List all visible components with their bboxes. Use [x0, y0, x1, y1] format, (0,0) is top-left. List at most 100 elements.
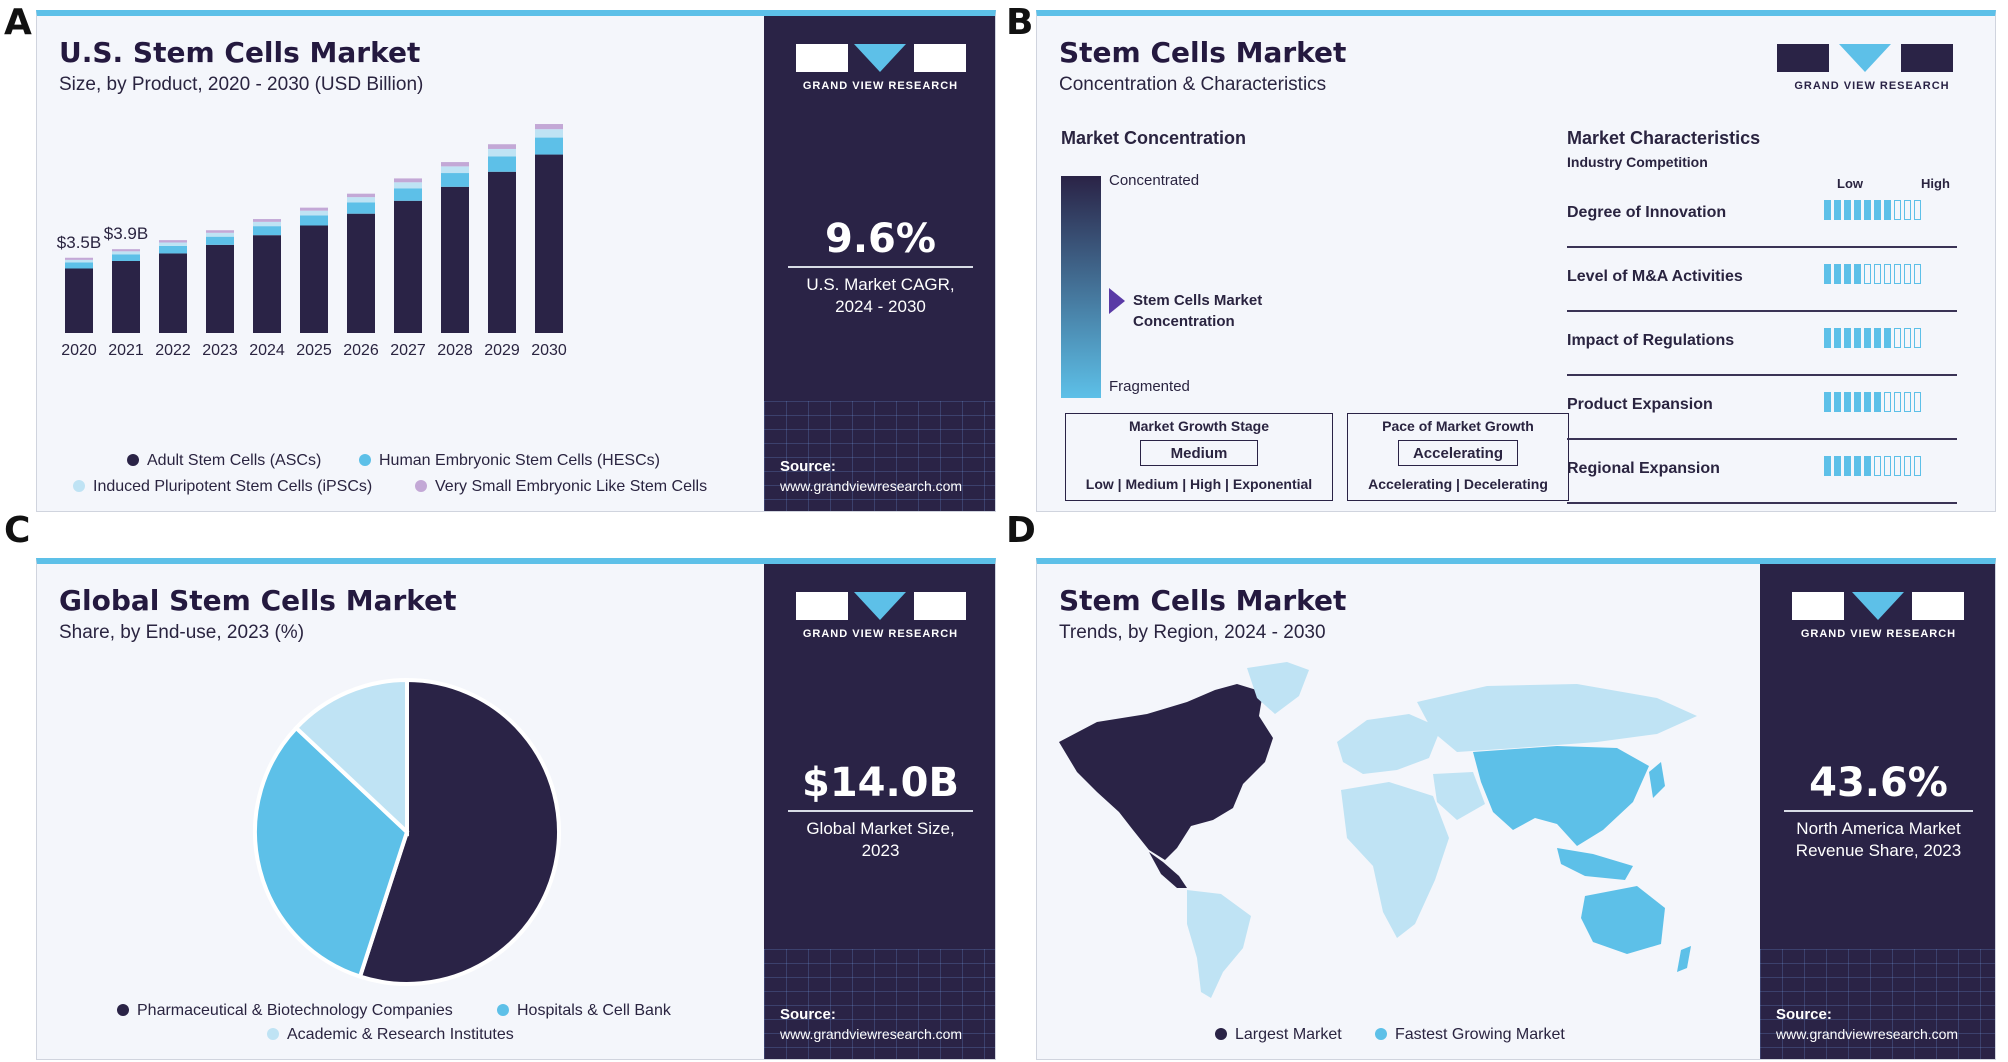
x-tick-label: 2027	[390, 342, 426, 359]
level-segment	[1834, 200, 1841, 220]
brand-logo: GRAND VIEW RESEARCH	[1760, 584, 1995, 644]
bar-segment	[300, 210, 328, 216]
legend-item-hospitals: Hospitals & Cell Bank	[497, 1002, 671, 1020]
level-segment	[1824, 456, 1831, 476]
level-segment	[1864, 392, 1871, 412]
level-segment	[1834, 392, 1841, 412]
level-segment	[1864, 264, 1871, 284]
characteristic-label: Product Expansion	[1567, 396, 1713, 413]
panel-label-d: D	[1006, 510, 1036, 551]
bar-segment	[535, 129, 563, 138]
panel-label-c: C	[4, 510, 31, 551]
bar-segment	[300, 207, 328, 211]
page-title: Stem Cells Market	[1059, 36, 1347, 69]
level-segment	[1884, 328, 1891, 348]
source-link[interactable]: www.grandviewresearch.com	[1776, 1026, 1959, 1042]
legend-label: Academic & Research Institutes	[287, 1026, 514, 1043]
region-north-asia	[1417, 684, 1697, 752]
bar-segment	[347, 197, 375, 203]
bar-segment	[65, 268, 93, 333]
level-segment	[1914, 392, 1921, 412]
bar-segment	[112, 254, 140, 261]
bar-segment	[112, 251, 140, 255]
characteristic-label: Level of M&A Activities	[1567, 268, 1743, 285]
stat-caption-2: 2023	[861, 841, 900, 860]
x-tick-label: 2030	[531, 342, 567, 359]
level-segment	[1874, 392, 1881, 412]
region-europe	[1337, 714, 1441, 774]
brand-name: GRAND VIEW RESEARCH	[802, 628, 959, 640]
level-indicator	[1824, 392, 1924, 417]
level-segment	[1914, 264, 1921, 284]
bar-segment	[206, 244, 234, 333]
legend-label: Induced Pluripotent Stem Cells (iPSCs)	[93, 478, 373, 495]
x-tick-label: 2028	[437, 342, 473, 359]
legend-dot	[497, 1004, 509, 1016]
level-segment	[1824, 200, 1831, 220]
marker-label-1: Stem Cells Market	[1133, 292, 1263, 309]
level-indicator	[1824, 456, 1924, 481]
level-segment	[1874, 200, 1881, 220]
x-tick-label: 2024	[249, 342, 285, 359]
region-south-america	[1187, 890, 1251, 998]
stat-value: 43.6%	[1809, 760, 1948, 806]
divider	[788, 266, 973, 268]
level-segment	[1884, 392, 1891, 412]
bar-segment	[488, 144, 516, 149]
bar-segment	[159, 245, 187, 254]
page-title: Global Stem Cells Market	[59, 584, 457, 617]
bar-segment	[112, 260, 140, 333]
characteristic-row: Level of M&A Activities	[1567, 264, 1957, 312]
level-segment	[1874, 456, 1881, 476]
characteristic-label: Regional Expansion	[1567, 460, 1720, 477]
region-australia	[1581, 886, 1665, 954]
bar-segment	[535, 124, 563, 130]
stat-sidebar: GRAND VIEW RESEARCH $14.0B Global Market…	[764, 564, 995, 1059]
level-segment	[1854, 456, 1861, 476]
bar-segment	[159, 240, 187, 243]
region-central-america	[1149, 852, 1187, 888]
decorative-grid	[764, 401, 995, 511]
level-segment	[1854, 328, 1861, 348]
bar-segment	[347, 202, 375, 214]
level-segment	[1834, 264, 1841, 284]
legend-dot	[359, 454, 371, 466]
concentration-gradient-bar	[1061, 176, 1101, 398]
bar-chart: 2020 2021 2022 2023 2024 2025 2026 2027 2028 2029…	[57, 124, 567, 359]
source-label: Source:	[1776, 1006, 1832, 1023]
level-segment	[1904, 328, 1911, 348]
stat-caption-1: Global Market Size,	[806, 819, 955, 838]
level-segment	[1874, 328, 1881, 348]
bar-segment	[347, 193, 375, 198]
fragmented-label: Fragmented	[1109, 378, 1190, 395]
source-link[interactable]: www.grandviewresearch.com	[780, 1026, 963, 1042]
level-segment	[1864, 328, 1871, 348]
level-segment	[1844, 392, 1851, 412]
bar-segment	[206, 236, 234, 245]
source-label: Source:	[780, 1006, 836, 1023]
characteristic-row: Impact of Regulations	[1567, 328, 1957, 376]
stat-caption-1: U.S. Market CAGR,	[806, 275, 955, 294]
characteristics-subheading: Industry Competition	[1567, 154, 1708, 170]
pie-slice	[253, 725, 410, 980]
concentration-marker	[1109, 288, 1125, 314]
brand-name: GRAND VIEW RESEARCH	[802, 80, 959, 92]
legend-dot	[127, 454, 139, 466]
source-link[interactable]: www.grandviewresearch.com	[780, 478, 963, 494]
page-title: Stem Cells Market	[1059, 584, 1347, 617]
bar-segment	[488, 171, 516, 333]
legend-label: Human Embryonic Stem Cells (HESCs)	[379, 452, 660, 469]
stat-value: 9.6%	[825, 216, 936, 262]
x-tick-label: 2021	[108, 342, 144, 359]
characteristic-row: Degree of Innovation	[1567, 200, 1957, 248]
legend-item-ipsc: Induced Pluripotent Stem Cells (iPSCs)	[73, 478, 372, 496]
level-segment	[1894, 328, 1901, 348]
chart-subtitle: Share, by End-use, 2023 (%)	[59, 622, 305, 643]
x-tick-label: 2025	[296, 342, 332, 359]
level-segment	[1844, 456, 1851, 476]
brand-logo: GRAND VIEW RESEARCH	[764, 36, 995, 96]
bar-segment	[300, 215, 328, 226]
x-tick-label: 2022	[155, 342, 191, 359]
region-greenland	[1247, 662, 1309, 714]
legend-item-vsel: Very Small Embryonic Like Stem Cells	[415, 478, 707, 496]
